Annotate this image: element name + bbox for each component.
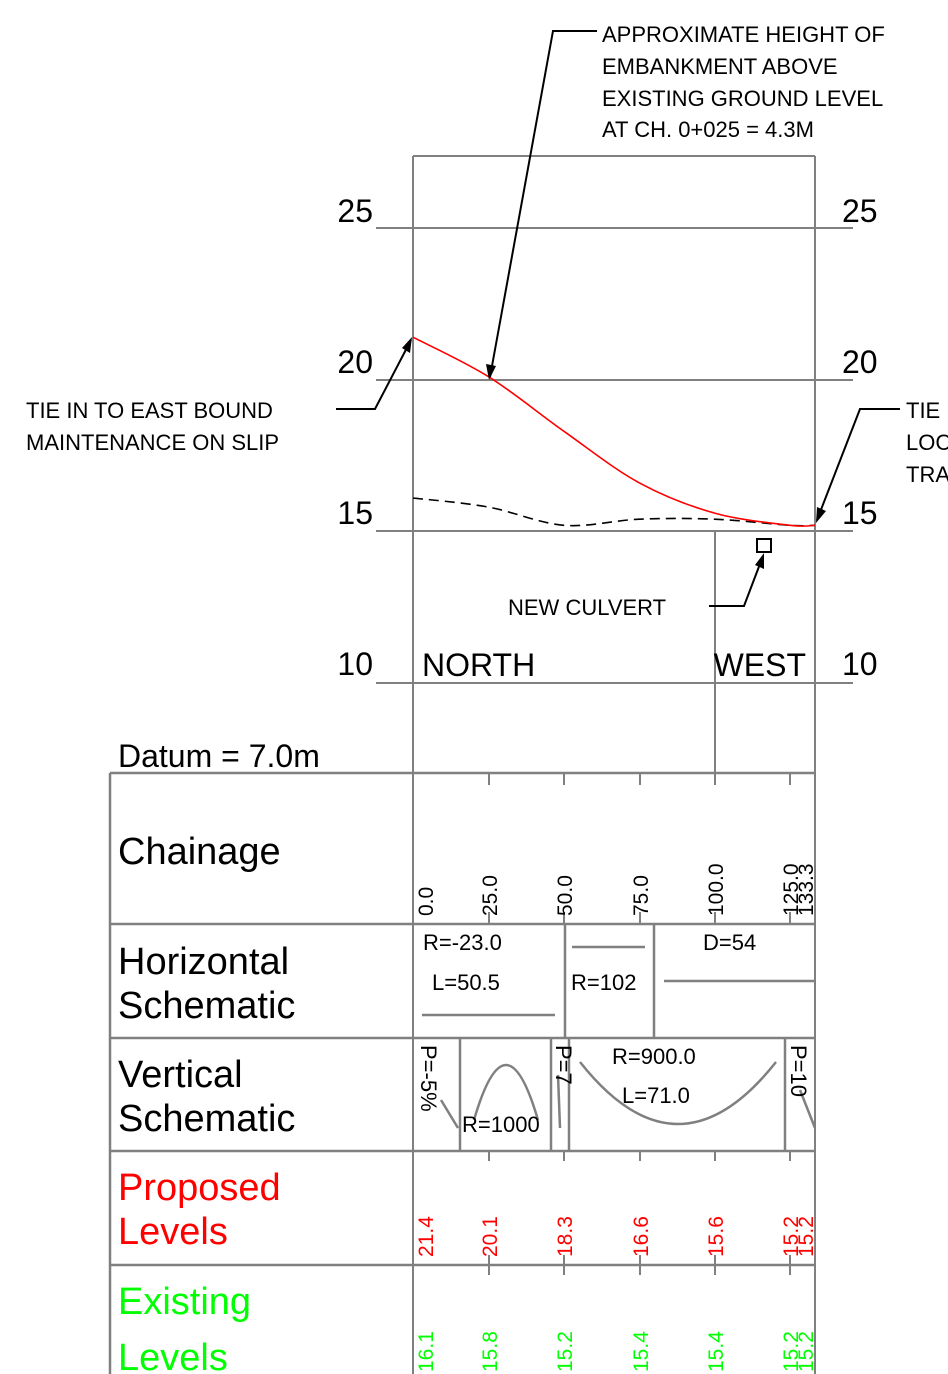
tie-in-right-note: TIE LOC TRA xyxy=(816,398,948,523)
proposed-level-value: 20.1 xyxy=(479,1216,502,1257)
existing-level-value: 15.2 xyxy=(795,1331,818,1372)
note-line: TIE IN TO EAST BOUND xyxy=(26,398,273,423)
existing-level-value: 15.4 xyxy=(705,1331,728,1372)
h-curve2-radius: R=102 xyxy=(571,970,636,995)
elevation-tick: 15 xyxy=(337,495,373,531)
proposed-level-line xyxy=(412,336,816,527)
elevation-tick: 15 xyxy=(842,495,878,531)
v-curve2-length: L=71.0 xyxy=(622,1083,690,1108)
chainage-values: 0.0 25.0 50.0 75.0 100.0 125.0 133.3 xyxy=(415,863,818,916)
row-label-proposed: Levels xyxy=(118,1211,228,1253)
elevation-tick: 10 xyxy=(337,646,373,682)
proposed-level-value: 21.4 xyxy=(415,1216,438,1257)
proposed-level-value: 16.6 xyxy=(630,1216,653,1257)
chainage-value: 100.0 xyxy=(705,863,728,916)
note-line: AT CH. 0+025 = 4.3M xyxy=(602,117,814,142)
existing-levels: 16.1 15.8 15.2 15.4 15.4 15.2 15.2 xyxy=(415,1331,818,1372)
row-label-existing: Existing xyxy=(118,1281,251,1323)
vertical-schematic: P=-5% R=1000 P=7 R=900.0 L=71.0 P=10 xyxy=(416,1038,817,1151)
existing-level-value: 15.8 xyxy=(479,1331,502,1372)
elevation-tick: 20 xyxy=(337,344,373,380)
chainage-value: 125.0 xyxy=(780,863,803,916)
v-curve1-radius: R=1000 xyxy=(462,1112,540,1137)
embankment-note: APPROXIMATE HEIGHT OF EMBANKMENT ABOVE E… xyxy=(486,22,885,380)
note-line: APPROXIMATE HEIGHT OF xyxy=(602,22,885,47)
v-grade2: P=7 xyxy=(551,1045,576,1085)
chainage-value: 75.0 xyxy=(630,875,653,916)
note-line: EXISTING GROUND LEVEL xyxy=(602,86,883,111)
row-label-horizontal: Schematic xyxy=(118,985,295,1027)
existing-level-value: 15.4 xyxy=(630,1331,653,1372)
existing-level-value: 16.1 xyxy=(415,1331,438,1372)
row-label-proposed: Proposed xyxy=(118,1167,281,1209)
culvert-label: NEW CULVERT xyxy=(508,595,666,620)
culvert-note: NEW CULVERT xyxy=(508,553,764,620)
existing-level-value: 15.2 xyxy=(780,1331,803,1372)
chainage-value: 0.0 xyxy=(415,887,438,916)
proposed-level-value: 15.2 xyxy=(795,1216,818,1257)
row-label-existing: Levels xyxy=(118,1337,228,1374)
chainage-value: 50.0 xyxy=(554,875,577,916)
row-label-vertical: Schematic xyxy=(118,1098,295,1140)
proposed-levels: 21.4 20.1 18.3 16.6 15.6 15.2 15.2 xyxy=(415,1216,818,1257)
datum-label: Datum = 7.0m xyxy=(118,738,320,774)
culvert-symbol xyxy=(756,538,772,553)
elevation-axis-right: 25 20 15 10 xyxy=(842,193,878,682)
h-deflection: D=54 xyxy=(703,930,756,955)
horizontal-schematic: R=-23.0 L=50.5 R=102 D=54 xyxy=(422,924,815,1038)
elevation-axis-left: 25 20 15 10 xyxy=(337,193,373,682)
table-grid xyxy=(108,771,815,1374)
note-line: LOC xyxy=(906,430,948,455)
proposed-level-value: 15.2 xyxy=(780,1216,803,1257)
proposed-level-value: 18.3 xyxy=(554,1216,577,1257)
tie-in-east-note: TIE IN TO EAST BOUND MAINTENANCE ON SLIP xyxy=(26,337,412,455)
chainage-value: 133.3 xyxy=(795,863,818,916)
row-label-horizontal: Horizontal xyxy=(118,941,289,983)
direction-label-left: NORTH xyxy=(422,647,535,683)
v-curve2-radius: R=900.0 xyxy=(612,1044,696,1069)
elevation-tick: 25 xyxy=(842,193,878,229)
v-grade3: P=10 xyxy=(786,1045,811,1097)
direction-label-right: WEST xyxy=(714,647,806,683)
row-label-chainage: Chainage xyxy=(118,831,281,873)
h-curve1-length: L=50.5 xyxy=(432,970,500,995)
profile-frame xyxy=(376,155,853,1374)
note-line: TIE xyxy=(906,398,940,423)
note-line: MAINTENANCE ON SLIP xyxy=(26,430,279,455)
h-curve1-radius: R=-23.0 xyxy=(423,930,502,955)
v-grade1: P=-5% xyxy=(416,1045,441,1112)
table-ticks xyxy=(488,773,791,1275)
chainage-value: 25.0 xyxy=(479,875,502,916)
elevation-tick: 25 xyxy=(337,193,373,229)
elevation-tick: 20 xyxy=(842,344,878,380)
existing-ground-line xyxy=(412,497,816,527)
proposed-level-value: 15.6 xyxy=(705,1216,728,1257)
note-line: EMBANKMENT ABOVE xyxy=(602,54,838,79)
note-line: TRA xyxy=(906,462,948,487)
elevation-tick: 10 xyxy=(842,646,878,682)
existing-level-value: 15.2 xyxy=(554,1331,577,1372)
row-label-vertical: Vertical xyxy=(118,1054,243,1096)
